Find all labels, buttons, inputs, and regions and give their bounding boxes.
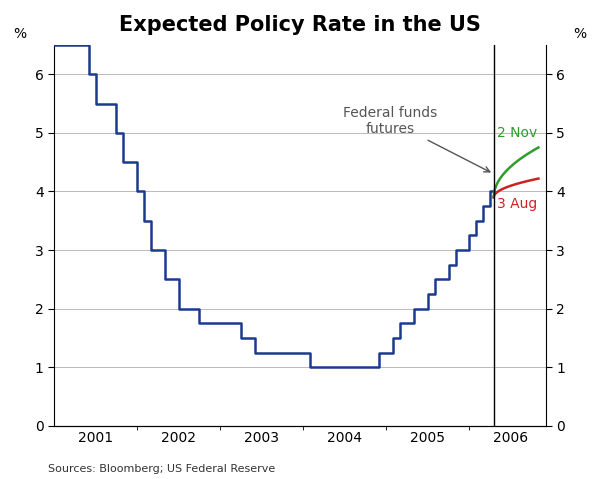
Text: %: % <box>574 27 587 41</box>
Text: 2 Nov: 2 Nov <box>497 126 537 140</box>
Text: Sources: Bloomberg; US Federal Reserve: Sources: Bloomberg; US Federal Reserve <box>48 464 275 474</box>
Text: %: % <box>13 27 26 41</box>
Text: 3 Aug: 3 Aug <box>497 197 537 211</box>
Text: Federal funds
futures: Federal funds futures <box>343 106 490 172</box>
Title: Expected Policy Rate in the US: Expected Policy Rate in the US <box>119 15 481 35</box>
